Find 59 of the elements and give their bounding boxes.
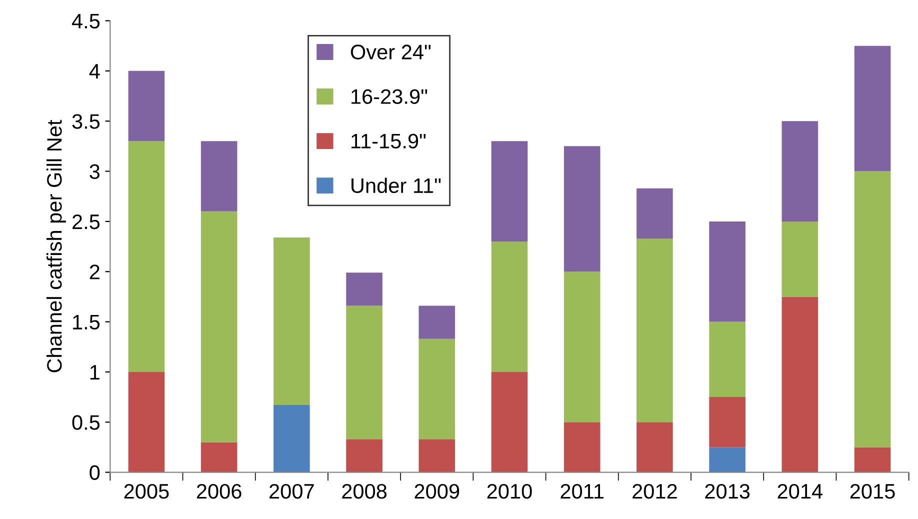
bar bbox=[128, 141, 165, 372]
bar bbox=[782, 121, 818, 222]
bar bbox=[782, 221, 818, 297]
bar bbox=[782, 296, 818, 472]
x-tick-label: 2013 bbox=[705, 484, 750, 499]
x-tick-label: 2015 bbox=[850, 484, 895, 499]
x-tick-label: 2014 bbox=[778, 484, 822, 499]
y-tick-label: 4 bbox=[89, 64, 100, 78]
bar bbox=[491, 372, 528, 472]
y-tick-label: 0.5 bbox=[72, 415, 100, 430]
y-tick-label: 3.5 bbox=[72, 114, 100, 129]
legend-label: Over 24" bbox=[350, 44, 431, 60]
bar bbox=[564, 146, 600, 272]
bar bbox=[636, 422, 673, 472]
bar bbox=[200, 141, 238, 212]
y-tick-label: 3 bbox=[90, 164, 100, 180]
legend-label: Under 11" bbox=[352, 178, 441, 194]
bar bbox=[854, 46, 891, 172]
y-tick-label: 2.5 bbox=[72, 214, 100, 230]
bar bbox=[200, 211, 238, 442]
y-axis-title: Channel catfish per Gill Net bbox=[46, 120, 66, 372]
bar bbox=[564, 422, 600, 472]
bar bbox=[709, 397, 746, 448]
bar bbox=[346, 306, 382, 440]
bar bbox=[564, 272, 600, 422]
legend-label: 16-23.9" bbox=[352, 89, 428, 104]
bar bbox=[128, 70, 165, 142]
x-tick-label: 2011 bbox=[560, 484, 604, 499]
x-tick-label: 2006 bbox=[196, 484, 242, 499]
legend-label: 11-15.9" bbox=[352, 134, 426, 148]
y-tick-label: 0 bbox=[90, 465, 100, 480]
bar bbox=[491, 141, 528, 242]
bar bbox=[636, 238, 673, 422]
bar bbox=[418, 306, 456, 339]
bar bbox=[346, 439, 382, 472]
bar bbox=[200, 442, 238, 472]
y-tick-label: 2 bbox=[90, 264, 100, 280]
x-tick-label: 2012 bbox=[632, 484, 677, 499]
bar bbox=[418, 439, 456, 472]
bar bbox=[709, 221, 746, 322]
x-tick-label: 2010 bbox=[487, 484, 532, 499]
y-tick-label: 4.5 bbox=[72, 14, 100, 29]
bar bbox=[709, 322, 746, 398]
bar bbox=[709, 447, 746, 472]
bar bbox=[274, 405, 310, 472]
bar bbox=[274, 237, 310, 406]
x-tick-label: 2005 bbox=[124, 484, 169, 499]
bar bbox=[854, 171, 891, 448]
x-tick-label: 2008 bbox=[342, 484, 387, 499]
bar bbox=[128, 372, 165, 472]
x-tick-label: 2009 bbox=[414, 484, 460, 499]
bar bbox=[491, 242, 528, 372]
bar bbox=[854, 447, 891, 472]
x-tick-label: 2007 bbox=[270, 484, 314, 499]
bar bbox=[418, 338, 456, 440]
y-tick-label: 1.5 bbox=[73, 314, 100, 330]
bar bbox=[636, 188, 673, 238]
bar bbox=[346, 272, 382, 306]
y-tick-label: 1 bbox=[90, 365, 100, 380]
